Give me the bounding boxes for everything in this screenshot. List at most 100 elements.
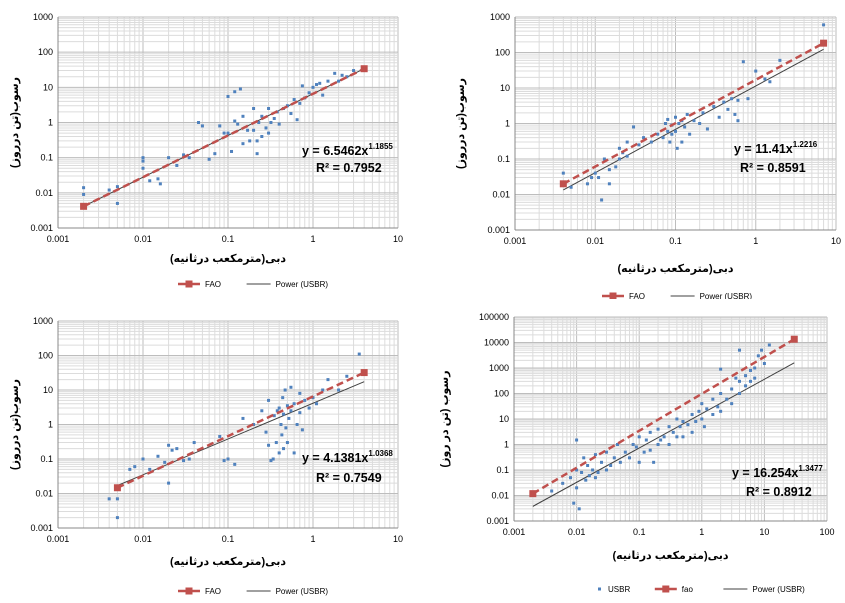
y-tick-label: 1 (504, 440, 509, 450)
data-point (357, 352, 361, 356)
data-point (683, 125, 687, 129)
data-point (697, 409, 701, 413)
data-point (749, 379, 753, 383)
x-tick-label: 0.001 (47, 234, 70, 244)
data-point (586, 464, 590, 468)
data-point (681, 435, 685, 439)
data-point (593, 476, 597, 480)
gridlines (57, 320, 399, 529)
x-tick-label: 0.001 (503, 527, 526, 537)
data-point (652, 460, 656, 464)
y-tick-label: 0.1 (496, 465, 509, 475)
data-points (107, 352, 361, 520)
y-axis-label: رسوب(تن درروز) (9, 379, 21, 470)
fao-marker (820, 39, 828, 47)
data-point (197, 121, 201, 124)
x-tick-label: 0.001 (47, 534, 70, 544)
data-point (694, 419, 698, 423)
chart-panel-bottom-left: 0.001 0.01 0.1 1 10 0.001 0.01 0.1 1 10 100 1000 دبی… (0, 299, 422, 598)
chart-bottom-right: 0.001 0.01 0.1 1 10 100 0.001 0.01 0.1 1 10 100 1000… (439, 312, 835, 594)
data-point (226, 457, 230, 461)
data-point (267, 131, 271, 135)
data-point (133, 465, 137, 469)
x-tick-label: 1 (310, 534, 315, 544)
data-point (587, 474, 591, 478)
chart-top-right: 0.001 0.01 0.1 1 10 0.001 0.01 0.1 1 10 100 1000 دبی… (455, 12, 841, 301)
data-point (267, 398, 271, 402)
y-tick-label: 0.001 (486, 516, 509, 526)
data-point (705, 407, 709, 411)
data-point (337, 79, 341, 83)
x-tick-label: 0.1 (633, 527, 646, 537)
y-tick-label: 100 (38, 351, 53, 361)
data-point (289, 385, 293, 389)
data-point (352, 69, 356, 73)
legend-entry-label: FAO (205, 280, 221, 289)
y-tick-label: 0.001 (30, 223, 53, 233)
data-point (593, 453, 597, 457)
data-point (345, 75, 349, 79)
data-point (272, 414, 276, 418)
x-tick-label: 100 (819, 527, 834, 537)
data-point (717, 115, 721, 119)
data-point (252, 423, 256, 426)
data-point (141, 457, 145, 461)
data-point (298, 391, 302, 395)
data-point (719, 367, 723, 371)
y-tick-label: 0.01 (35, 188, 53, 198)
legend-entry-label: FAO (629, 292, 645, 299)
x-tick-label: 0.001 (504, 236, 527, 246)
data-point (733, 112, 737, 116)
data-point (192, 441, 196, 445)
fao-marker (80, 202, 88, 210)
data-point (604, 468, 608, 472)
fao-line (116, 371, 365, 489)
data-point (700, 402, 704, 406)
data-point (236, 122, 240, 126)
legend-entry-label: fao (682, 585, 694, 594)
data-point (275, 409, 279, 413)
x-tick-label: 1 (699, 527, 704, 537)
data-point (287, 416, 291, 420)
gridlines (57, 16, 399, 229)
data-point (569, 185, 573, 189)
x-tick-label: 0.01 (134, 234, 152, 244)
data-point (674, 115, 677, 119)
data-point (648, 430, 652, 434)
data-point (269, 459, 273, 463)
legend-entry-label: Power (USBR) (752, 585, 805, 594)
data-point (163, 460, 167, 464)
legend-entry-label: Power (USBR) (700, 292, 753, 299)
data-point (642, 450, 646, 454)
fao-line (83, 67, 365, 208)
y-tick-label: 10000 (484, 338, 509, 348)
data-point (233, 462, 237, 466)
legend: FAO Power (USBR) (602, 292, 753, 301)
legend: FAO Power (USBR) (178, 280, 328, 289)
data-point (321, 388, 325, 392)
x-axis-label: دبی(مترمکعب درثانیه) (170, 253, 286, 265)
legend-fao-marker (185, 280, 193, 288)
data-point (82, 186, 86, 190)
data-point (686, 423, 690, 427)
data-point (241, 114, 245, 118)
data-point (607, 182, 611, 186)
data-point (281, 396, 285, 400)
y-tick-label: 100 (38, 47, 53, 57)
chart-top-left: 0.001 0.01 0.1 1 10 0.001 0.01 0.1 1 10 100 1000 دبی… (9, 12, 403, 289)
x-tick-label: 10 (831, 236, 841, 246)
data-point (115, 201, 119, 205)
data-point (600, 460, 604, 464)
data-point (148, 179, 152, 183)
data-point (252, 128, 256, 132)
data-point (667, 425, 671, 429)
data-point (637, 435, 641, 439)
data-point (711, 397, 715, 401)
fao-marker (559, 180, 567, 188)
data-point (666, 117, 670, 121)
data-point (569, 476, 573, 480)
data-point (681, 419, 685, 423)
y-tick-label: 0.001 (487, 225, 510, 235)
data-point (292, 98, 296, 102)
data-point (550, 489, 554, 493)
